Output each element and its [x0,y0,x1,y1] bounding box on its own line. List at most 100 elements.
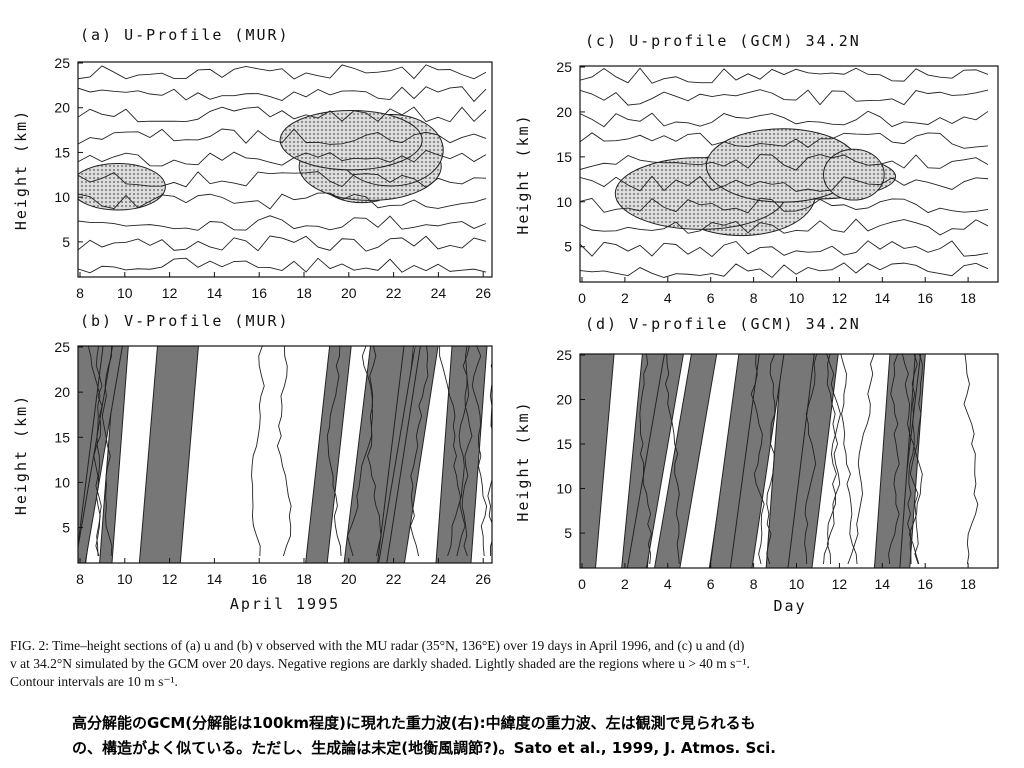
x-tick-label: 0 [578,576,586,592]
x-tick-label: 14 [875,290,891,306]
y-tick-label: 20 [54,100,70,116]
x-tick-label: 8 [750,290,758,306]
contour-line [907,354,918,565]
x-tick-label: 10 [789,576,805,592]
contour-line [461,346,473,557]
y-tick-label: 25 [54,339,70,355]
panel-title: (c) U-profile (GCM) 34.2N [585,32,861,50]
y-tick-label: 25 [556,59,572,75]
x-tick-label: 8 [750,576,758,592]
contour-line [580,110,989,128]
caption-line: Contour intervals are 10 m s⁻¹. [10,674,178,689]
x-tick-label: 18 [296,571,312,587]
contour-line [78,171,487,188]
contour-line [447,346,469,557]
shaded-region [626,354,685,568]
y-tick-label: 15 [54,144,70,160]
contour-line [823,354,841,565]
contour-line [901,354,923,565]
x-tick-label: 14 [207,571,223,587]
caption-line: v at 34.2°N simulated by the GCM over 20… [10,656,750,671]
note-line: の、構造がよく似ている。ただし、生成論は未定(地衡風調節?)。Sato et a… [72,739,776,757]
contour-line [251,346,265,557]
shaded-region [78,162,166,211]
caption-line: FIG. 2: Time–height sections of (a) u an… [10,638,744,653]
x-tick-label: 10 [117,285,133,301]
contour-line [580,262,989,279]
contour-line [471,346,488,557]
contour-line [837,354,858,565]
x-tick-label: 26 [475,285,491,301]
contour-line [766,354,776,565]
y-tick-label: 25 [556,347,572,363]
y-tick-label: 15 [556,149,572,165]
panel-title: (b) V-Profile (MUR) [80,312,290,330]
shaded-region [823,148,885,201]
x-tick-label: 0 [578,290,586,306]
x-tick-label: 14 [207,285,223,301]
contour-line [276,346,292,557]
y-tick-label: 10 [556,481,572,497]
y-tick-label: 15 [54,429,70,445]
x-tick-label: 22 [386,571,402,587]
contour-line [78,64,487,80]
contour-line [78,86,487,103]
contour-field [78,346,492,563]
x-tick-label: 20 [341,571,357,587]
x-tick-label: 18 [960,576,976,592]
contour-line [909,354,923,565]
contour-line [78,128,487,145]
x-tick-label: 8 [76,571,84,587]
x-tick-label: 10 [789,290,805,306]
contour-line [326,346,342,557]
x-tick-label: 16 [917,290,933,306]
x-axis-label: Day [773,597,806,615]
contour-line [78,106,487,123]
x-tick-label: 12 [832,290,848,306]
contour-line [826,354,841,565]
x-tick-label: 14 [875,576,891,592]
shaded-region [386,346,439,563]
y-tick-label: 10 [54,189,70,205]
x-tick-label: 6 [707,290,715,306]
contour-line [346,346,377,557]
contour-field [580,67,989,279]
shaded-region [343,346,405,563]
y-tick-label: 5 [62,234,70,250]
contour-line [78,149,487,167]
contour-field [580,354,979,568]
contour-line [78,257,487,274]
note-line: 高分解能のGCM(分解能は100km程度)に現れた重力波(右):中緯度の重力波、… [72,714,756,732]
plot-frame [77,61,493,278]
y-tick-label: 5 [564,239,572,255]
plot-frame [579,65,999,283]
y-tick-label: 10 [556,194,572,210]
y-tick-label: 5 [564,525,572,541]
x-tick-label: 16 [917,576,933,592]
shaded-region [435,346,488,563]
y-tick-label: 5 [62,520,70,536]
contour-line [580,132,989,149]
x-tick-label: 26 [475,571,491,587]
contour-line [580,240,989,258]
contour-line [580,89,989,106]
contour-line [847,354,875,565]
contour-line [78,235,487,252]
shaded-region [78,346,104,563]
x-tick-label: 20 [341,285,357,301]
x-tick-label: 2 [621,576,629,592]
x-tick-label: 10 [117,571,133,587]
x-tick-label: 6 [707,576,715,592]
y-axis-label: Height (km) [12,109,30,230]
y-tick-label: 15 [556,436,572,452]
contour-field [78,64,487,274]
contour-line [410,346,429,557]
shaded-region [873,354,916,568]
shaded-region [709,354,760,568]
contour-line [487,346,492,557]
x-tick-label: 2 [621,290,629,306]
x-tick-label: 12 [162,571,178,587]
plot-frame [579,353,999,569]
contour-line [580,67,989,84]
